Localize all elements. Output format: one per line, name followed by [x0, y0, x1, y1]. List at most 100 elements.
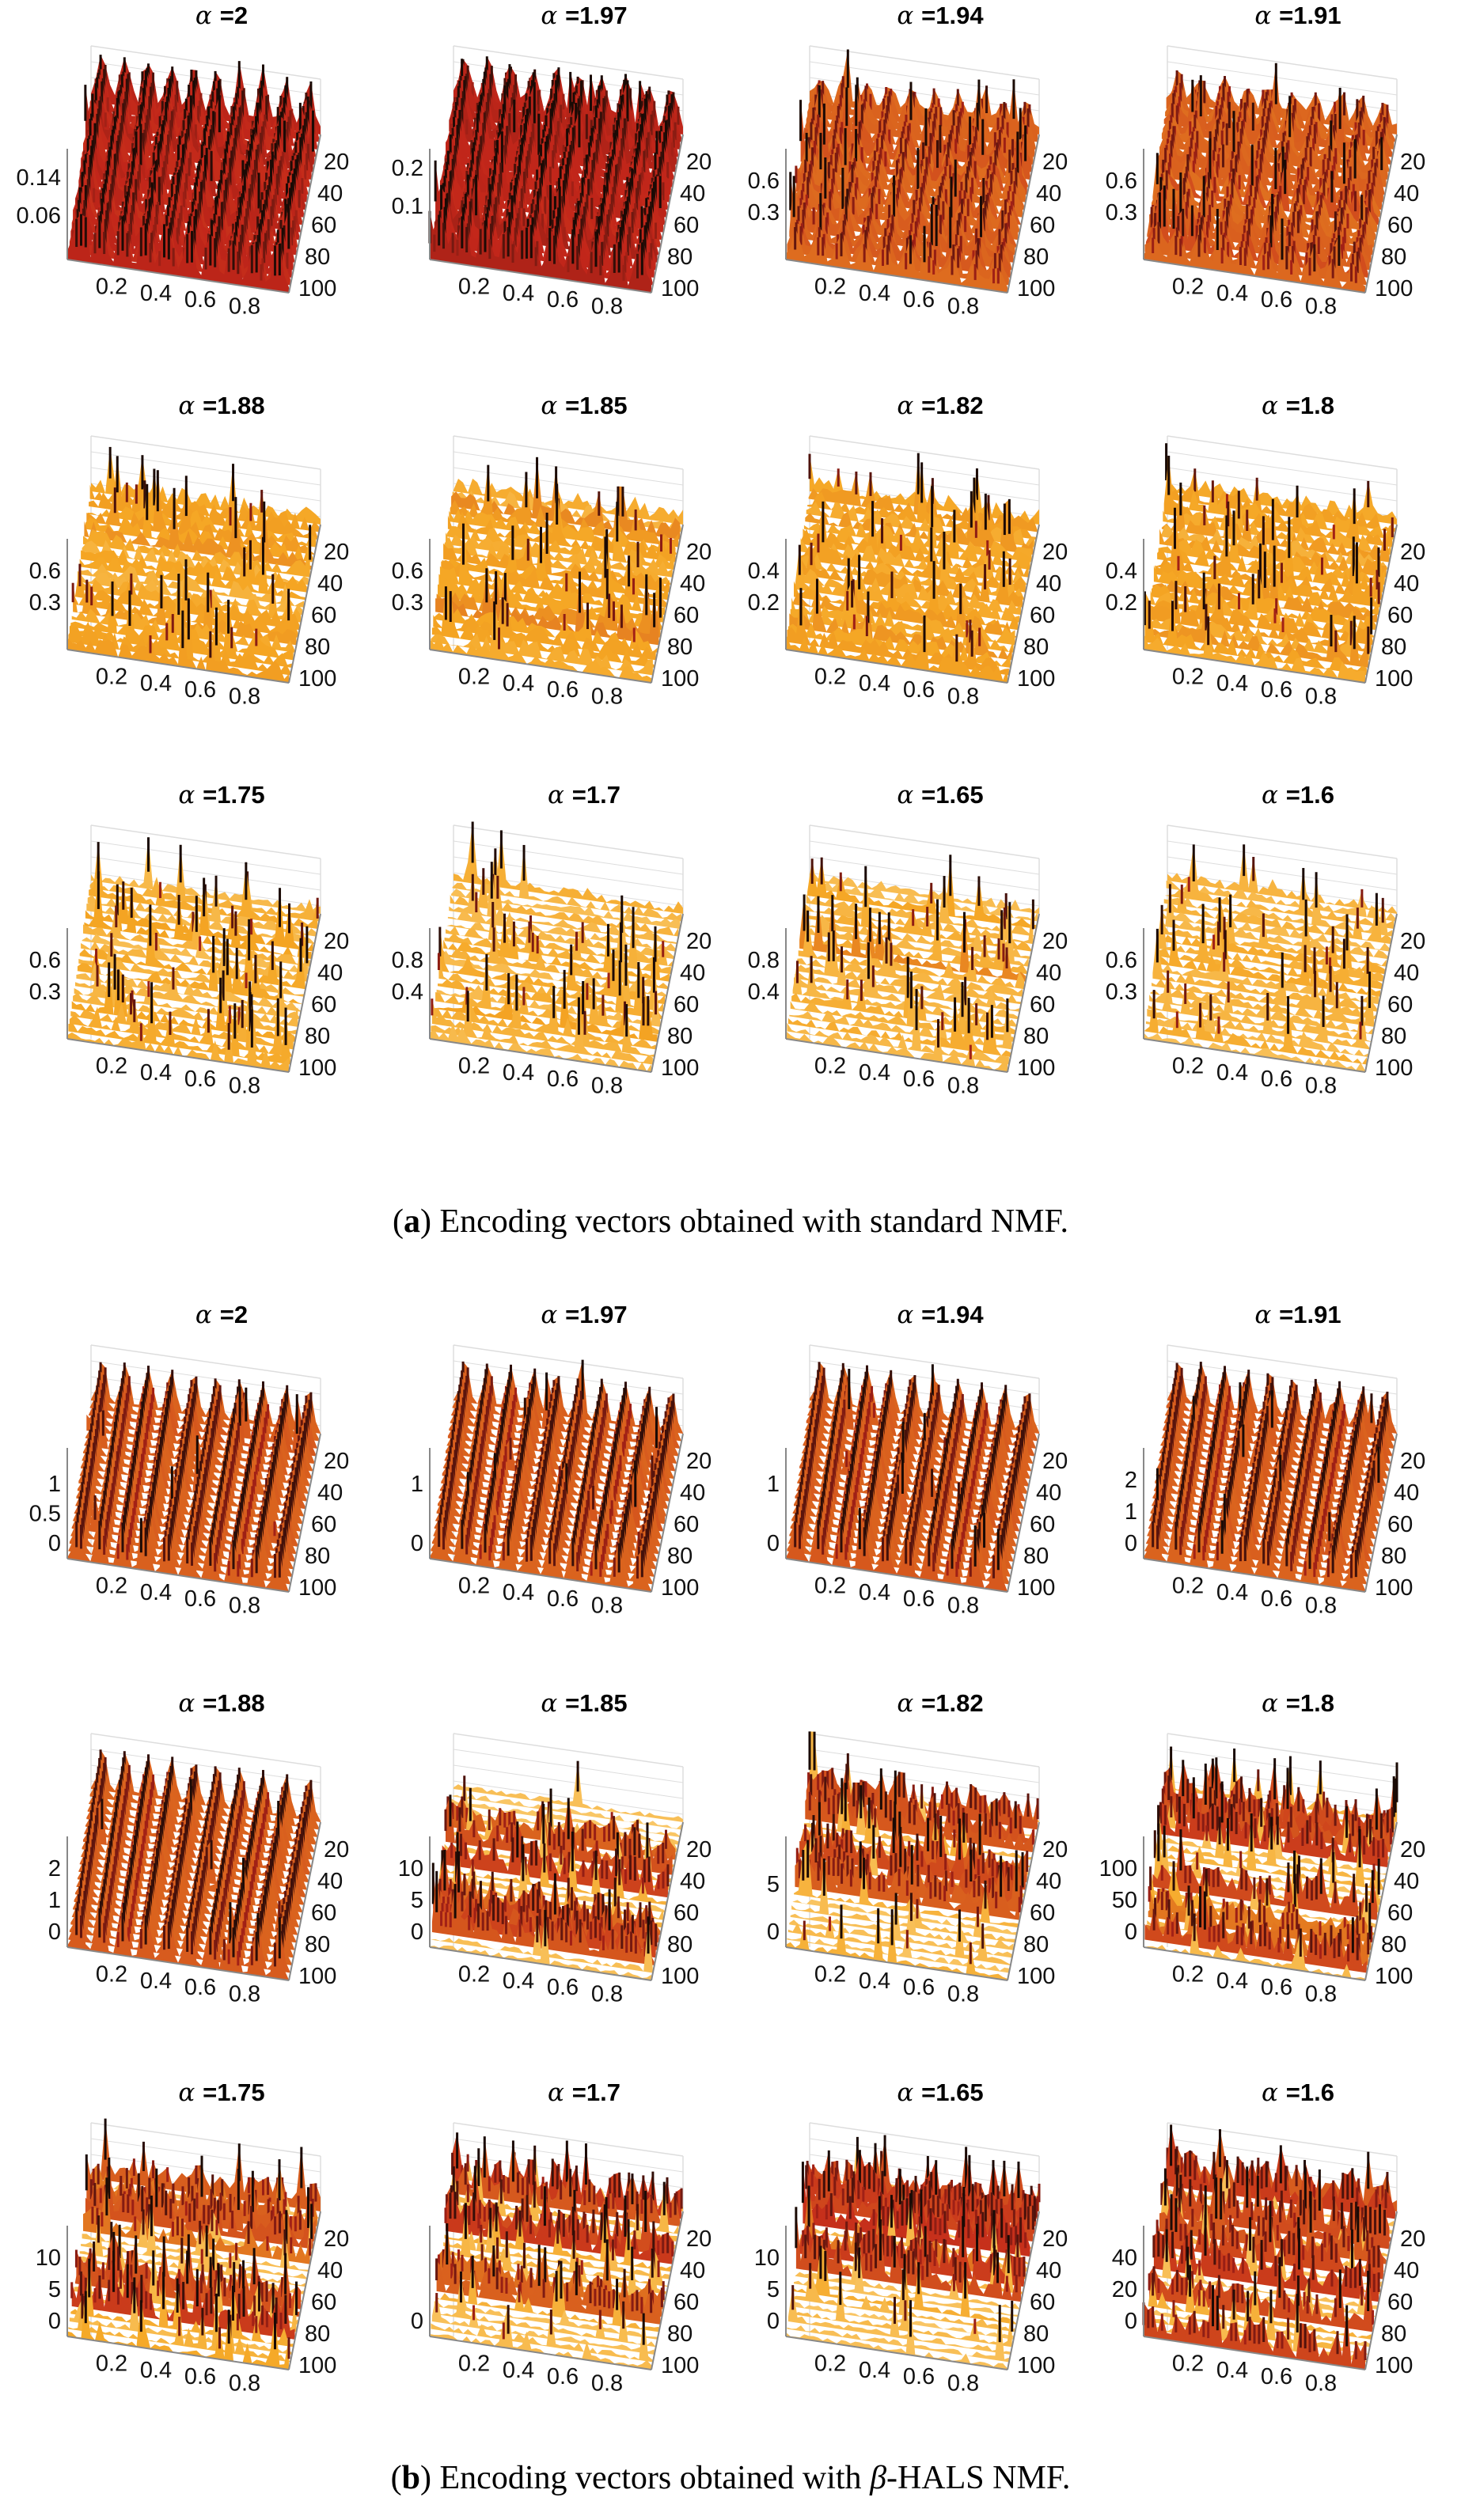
surface-strip — [450, 868, 679, 937]
alpha-symbol: α — [897, 1301, 921, 1329]
y-tick-label: 80 — [667, 635, 693, 660]
y-tick-label: 20 — [324, 929, 349, 954]
y-axis — [651, 1433, 684, 1593]
alpha-symbol: α — [195, 2, 220, 30]
y-axis — [288, 524, 321, 684]
y-axis — [1007, 524, 1040, 684]
x-tick-label: 0.4 — [1216, 281, 1248, 306]
z-tick-label: 0.5 — [29, 1502, 61, 1527]
surface-strip — [78, 563, 305, 608]
y-tick-label: 20 — [324, 540, 349, 565]
y-tick-label: 40 — [680, 181, 705, 207]
box-edge — [453, 435, 684, 470]
x-tick-label: 0.8 — [947, 1593, 979, 1619]
panel-title: α =1.85 — [541, 392, 627, 420]
y-tick-label: 20 — [324, 150, 349, 175]
z-tick-label: 0.1 — [392, 194, 423, 219]
x-tick-label: 0.4 — [859, 1060, 890, 1086]
box-edge — [453, 45, 684, 80]
grid-line — [1167, 451, 1398, 486]
z-tick-label: 0.3 — [29, 590, 61, 616]
x-tick-label: 0.6 — [184, 677, 216, 703]
surface-strip — [802, 501, 1029, 578]
x-axis — [1143, 649, 1366, 684]
surface-strip — [87, 875, 317, 937]
surface — [67, 837, 321, 1072]
x-tick-label: 0.8 — [591, 684, 623, 710]
panel-beta-hals-nmf-alpha-1_97: α =1.97 0.2 0.4 0.6 0.8 20 40 60 80 100 0 1 — [411, 1301, 712, 1619]
x-tick-label: 0.2 — [1172, 1053, 1204, 1078]
y-tick-label: 80 — [1023, 635, 1049, 660]
z-tick-label: 0 — [411, 1531, 423, 1556]
x-axis — [785, 649, 1008, 684]
y-tick-label: 40 — [317, 961, 343, 986]
x-axis — [429, 259, 652, 294]
y-tick-label: 60 — [1030, 213, 1055, 238]
surface-strip — [1163, 872, 1393, 937]
surface-strip — [803, 910, 1030, 960]
surface-strip — [807, 855, 1037, 929]
box-edge — [1167, 45, 1398, 80]
y-tick-label: 100 — [661, 276, 699, 301]
surface-strip — [82, 934, 309, 975]
surface-strip — [1166, 443, 1396, 532]
y-axis — [651, 524, 684, 684]
surface-strip — [85, 483, 313, 563]
surface-strip — [805, 895, 1034, 945]
alpha-value: =1.91 — [1279, 2, 1341, 29]
x-tick-label: 0.6 — [1261, 287, 1292, 313]
grid-line — [90, 451, 321, 486]
box-edge — [1167, 435, 1398, 470]
x-tick-label: 0.2 — [814, 1573, 846, 1598]
y-axis — [651, 913, 684, 1073]
x-tick-label: 0.8 — [591, 1593, 623, 1619]
y-tick-label: 60 — [311, 1512, 336, 1537]
panel-title: α =1.65 — [897, 781, 983, 809]
y-tick-label: 40 — [1036, 571, 1061, 597]
y-axis — [1007, 1433, 1040, 1593]
surface-strip — [1150, 972, 1375, 1027]
surface-strip — [435, 568, 659, 646]
box-edge — [90, 45, 321, 80]
surface-strip — [70, 993, 294, 1050]
y-tick-label: 40 — [1394, 961, 1419, 986]
panel-title: α =1.97 — [541, 1301, 627, 1329]
panel-standard-nmf-alpha-1_75: α =1.75 0.2 0.4 0.6 0.8 20 40 60 80 100 0.3 0.6 — [29, 781, 350, 1099]
box-edge — [1167, 824, 1398, 859]
y-tick-label: 100 — [298, 1055, 336, 1081]
x-tick-label: 0.4 — [503, 281, 534, 306]
z-tick-label: 0.6 — [748, 169, 780, 194]
box-edge — [453, 824, 684, 859]
y-tick-label: 40 — [1036, 1480, 1061, 1506]
surface-strip — [795, 930, 1022, 1005]
alpha-symbol: α — [1254, 1301, 1279, 1329]
grid-line — [90, 856, 321, 891]
panel-standard-nmf-alpha-1_91: α =1.91 0.2 0.4 0.6 0.8 20 40 60 80 100 0.3 0.6 — [1106, 2, 1426, 320]
panel-beta-hals-nmf-alpha-1_94: α =1.94 0.2 0.4 0.6 0.8 20 40 60 80 100 0 1 — [767, 1301, 1068, 1619]
grid-line — [1167, 1360, 1398, 1395]
surface-strip — [451, 457, 681, 540]
y-axis — [1007, 134, 1040, 294]
surface-strip — [431, 991, 653, 1065]
y-tick-label: 80 — [667, 244, 693, 270]
x-tick-label: 0.2 — [814, 664, 846, 689]
panel-standard-nmf-alpha-1_82: α =1.82 0.2 0.4 0.6 0.8 20 40 60 80 100 0.2 0.4 — [748, 392, 1068, 710]
y-axis — [288, 134, 321, 294]
surface-strip — [446, 895, 674, 960]
surface-strip — [446, 902, 673, 967]
x-tick-label: 0.4 — [140, 1060, 172, 1086]
z-tick-label: 0 — [767, 1531, 780, 1556]
z-tick-label: 0.6 — [392, 559, 423, 584]
surface-strip — [436, 574, 661, 638]
surface-strip — [430, 601, 651, 683]
x-tick-label: 0.6 — [903, 1067, 935, 1092]
panel-standard-nmf-alpha-1_85: α =1.85 0.2 0.4 0.6 0.8 20 40 60 80 100 0.3 0.6 — [392, 392, 712, 710]
x-tick-label: 0.2 — [1172, 274, 1204, 299]
x-tick-label: 0.8 — [1305, 294, 1337, 320]
surface-strip — [1158, 510, 1385, 585]
surface-strip — [808, 453, 1038, 532]
y-tick-label: 20 — [686, 540, 712, 565]
x-tick-label: 0.4 — [140, 1580, 172, 1605]
grid-line — [90, 467, 321, 502]
x-axis — [66, 1558, 290, 1593]
